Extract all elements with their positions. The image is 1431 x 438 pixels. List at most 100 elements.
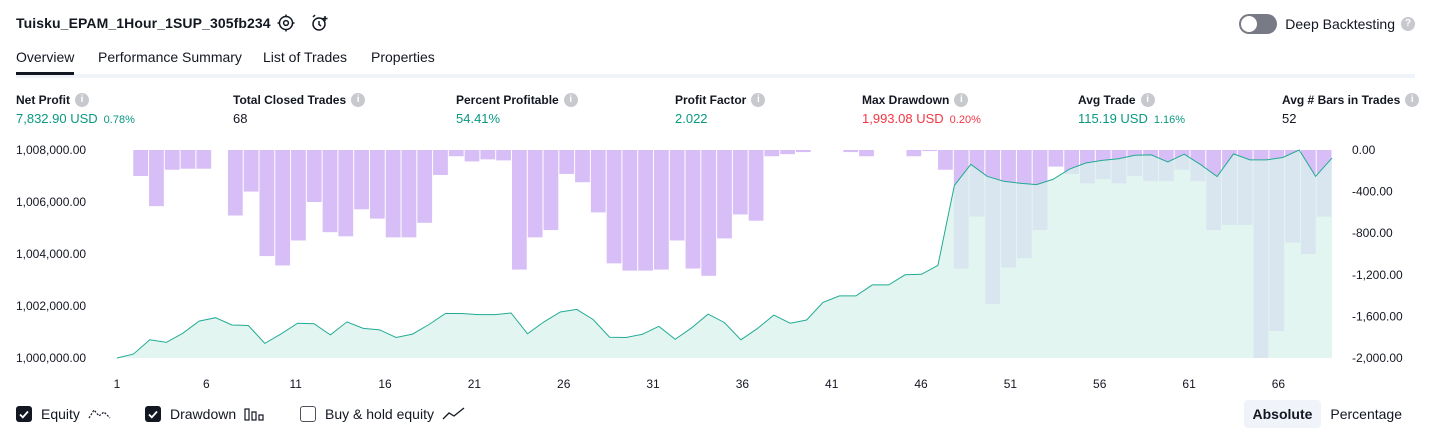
chart-legend: Equity Drawdown Buy & hold equity: [16, 403, 1415, 425]
legend-equity[interactable]: Equity: [16, 403, 112, 425]
info-icon[interactable]: i: [954, 93, 969, 107]
drawdown-bar: [243, 150, 259, 192]
drawdown-axis-label: 0.00: [1352, 143, 1376, 157]
x-axis-label: 51: [1004, 377, 1018, 391]
tab-overview[interactable]: Overview: [16, 49, 75, 75]
x-axis-label: 26: [557, 377, 571, 391]
drawdown-bar: [764, 150, 780, 157]
metric-net-profit: Net Profit i 7,832.90 USD 0.78%: [16, 93, 135, 126]
equity-area: [117, 150, 1332, 358]
drawdown-bar: [732, 150, 748, 215]
deep-backtesting-control: Deep Backtesting ?: [1239, 13, 1415, 35]
deep-backtesting-label: Deep Backtesting: [1285, 16, 1395, 32]
help-icon[interactable]: ?: [1401, 17, 1415, 31]
drawdown-bar: [843, 150, 859, 153]
drawdown-bar: [653, 150, 669, 270]
drawdown-bar: [385, 150, 401, 238]
legend-label: Equity: [41, 406, 80, 422]
drawdown-bar: [748, 150, 764, 221]
metric-total-closed-trades: Total Closed Trades i 68: [233, 93, 366, 126]
x-axis-label: 11: [289, 377, 302, 391]
legend-label: Drawdown: [170, 406, 237, 422]
drawdown-bar: [448, 150, 464, 157]
report-header: Tuisku_EPAM_1Hour_1SUP_305fb234 Deep Bac…: [16, 10, 1415, 38]
buy-hold-checkbox[interactable]: [300, 406, 316, 422]
x-axis-label: 1: [114, 377, 121, 391]
x-axis-label: 16: [378, 377, 392, 391]
legend-buy-hold-equity[interactable]: Buy & hold equity: [300, 403, 466, 425]
equity-axis-label: 1,008,000.00: [16, 143, 86, 157]
metric-percent: 1.16%: [1153, 114, 1186, 126]
tab-properties[interactable]: Properties: [371, 49, 435, 65]
settings-icon[interactable]: [276, 13, 296, 33]
drawdown-bars-icon: [244, 408, 264, 421]
drawdown-axis-label: -1,200.00: [1352, 268, 1403, 282]
info-icon[interactable]: i: [75, 93, 89, 107]
metric-value: 115.19 USD: [1078, 111, 1148, 126]
drawdown-bar: [180, 150, 196, 169]
equity-line: [116, 149, 1333, 359]
add-alert-icon[interactable]: [310, 13, 330, 33]
equity-checkbox[interactable]: [16, 406, 32, 422]
tab-performance-summary[interactable]: Performance Summary: [98, 49, 242, 65]
metric-label: Percent Profitable: [456, 93, 559, 107]
drawdown-bar: [685, 150, 701, 269]
drawdown-bar: [196, 150, 212, 169]
drawdown-axis-label: -2,000.00: [1352, 351, 1403, 365]
drawdown-bar: [164, 150, 180, 170]
deep-backtesting-toggle[interactable]: [1239, 14, 1278, 34]
metric-label: Avg Trade: [1078, 93, 1136, 107]
drawdown-axis-label: -1,600.00: [1352, 309, 1403, 323]
metric-profit-factor: Profit Factor i 2.022: [675, 93, 766, 126]
metric-percent: 0.20%: [949, 114, 981, 126]
drawdown-bar: [227, 150, 243, 216]
metric-label: Avg # Bars in Trades: [1282, 93, 1401, 107]
metric-value: 7,832.90 USD: [16, 111, 98, 126]
metric-percent-profitable: Percent Profitable i 54.41%: [456, 93, 578, 126]
info-icon[interactable]: i: [1140, 93, 1155, 107]
drawdown-bar: [859, 150, 874, 157]
drawdown-axis-label: -400.00: [1352, 185, 1393, 199]
metric-value: 68: [233, 111, 248, 126]
drawdown-bar: [306, 150, 322, 202]
x-axis-label: 61: [1182, 377, 1196, 391]
equity-drawdown-chart[interactable]: 1,008,000.00 1,006,000.00 1,004,000.00 1,00…: [0, 138, 1431, 396]
drawdown-bar: [149, 150, 164, 207]
info-icon[interactable]: i: [563, 93, 578, 107]
drawdown-bar: [638, 150, 653, 271]
drawdown-bar: [559, 150, 575, 174]
info-icon[interactable]: i: [1405, 93, 1420, 107]
drawdown-bar: [1048, 150, 1064, 167]
drawdown-bar: [606, 150, 622, 264]
metric-value: 54.41%: [456, 111, 501, 126]
metric-value: 2.022: [675, 111, 708, 126]
drawdown-checkbox[interactable]: [145, 406, 161, 422]
equity-axis-label: 1,002,000.00: [16, 299, 86, 313]
drawdown-axis-label: -800.00: [1352, 226, 1393, 240]
drawdown-bar: [291, 150, 306, 241]
x-axis-label: 46: [914, 377, 928, 391]
drawdown-bar: [543, 150, 559, 231]
toggle-knob: [1241, 16, 1258, 32]
absolute-button[interactable]: Absolute: [1243, 400, 1322, 428]
drawdown-bar: [354, 150, 369, 210]
legend-label: Buy & hold equity: [325, 406, 434, 422]
metric-max-drawdown: Max Drawdown i 1,993.08 USD 0.20%: [862, 93, 981, 126]
tab-list-of-trades[interactable]: List of Trades: [263, 49, 348, 65]
metric-label: Profit Factor: [675, 93, 747, 107]
drawdown-bar: [275, 150, 291, 266]
metric-label: Net Profit: [16, 93, 70, 107]
legend-drawdown[interactable]: Drawdown: [145, 403, 266, 425]
drawdown-bar: [511, 150, 527, 270]
drawdown-bar: [401, 150, 417, 238]
info-icon[interactable]: i: [351, 93, 366, 107]
drawdown-bar: [322, 150, 338, 233]
info-icon[interactable]: i: [751, 93, 766, 107]
percentage-button[interactable]: Percentage: [1330, 406, 1402, 422]
value-mode-switch: Absolute Percentage: [1243, 400, 1412, 428]
drawdown-bar: [717, 150, 732, 239]
drawdown-bar: [496, 150, 511, 161]
metric-value: 52: [1282, 111, 1297, 126]
drawdown-bar: [338, 150, 354, 237]
metric-label: Max Drawdown: [862, 93, 950, 107]
